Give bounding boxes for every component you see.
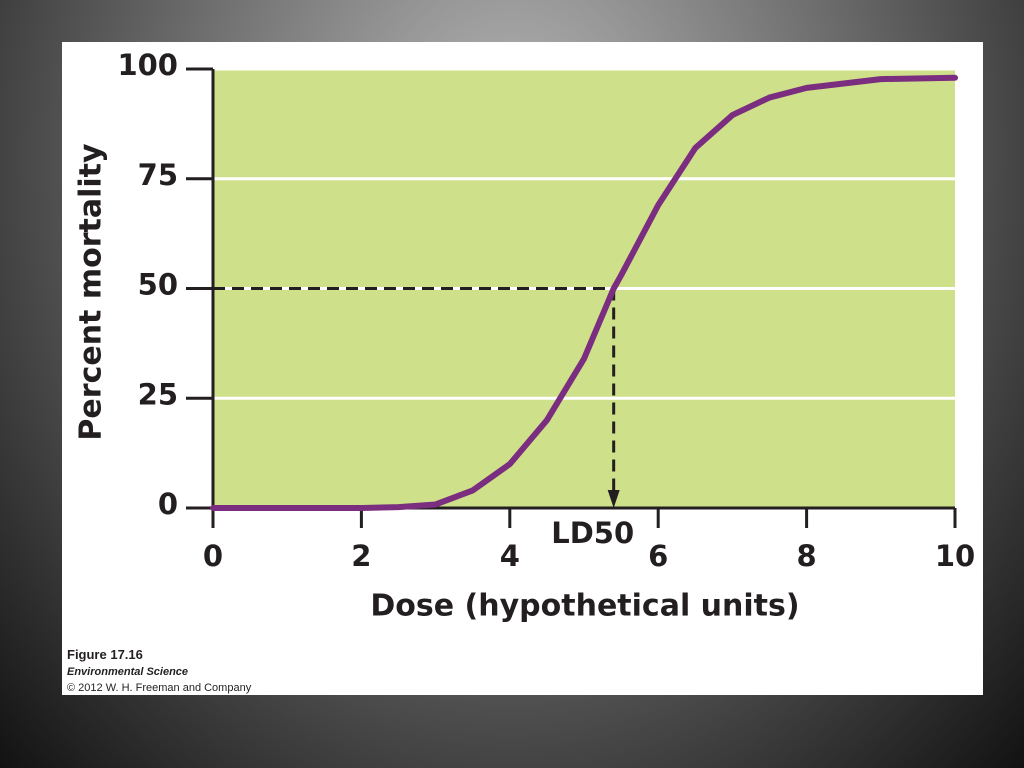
y-tick-label: 75: [138, 158, 178, 192]
x-axis-title: Dose (hypothetical units): [370, 589, 799, 624]
y-tick-label: 25: [138, 377, 178, 411]
annotation-label: LD50: [551, 516, 634, 550]
x-tick-label: 10: [935, 539, 975, 573]
y-tick-label: 50: [138, 268, 178, 302]
x-tick-label: 8: [797, 539, 817, 573]
x-tick-label: 2: [351, 539, 371, 573]
series-line: [210, 74, 958, 511]
plot: 0 25 50 75 100 0 2 4 6 8 10 LD50: [117, 48, 975, 573]
figure-number: Figure 17.16: [67, 647, 143, 662]
y-axis-title: Percent mortality: [74, 143, 109, 441]
y-tick-label: 0: [158, 487, 178, 521]
x-tick-label: 0: [203, 539, 223, 573]
copyright: © 2012 W. H. Freeman and Company: [67, 682, 252, 694]
x-tick-label: 4: [500, 539, 520, 573]
ld-arrowhead: [607, 490, 620, 508]
book-title: Environmental Science: [67, 666, 188, 678]
y-tick-label: 100: [117, 48, 178, 82]
x-tick-label: 6: [648, 539, 668, 573]
